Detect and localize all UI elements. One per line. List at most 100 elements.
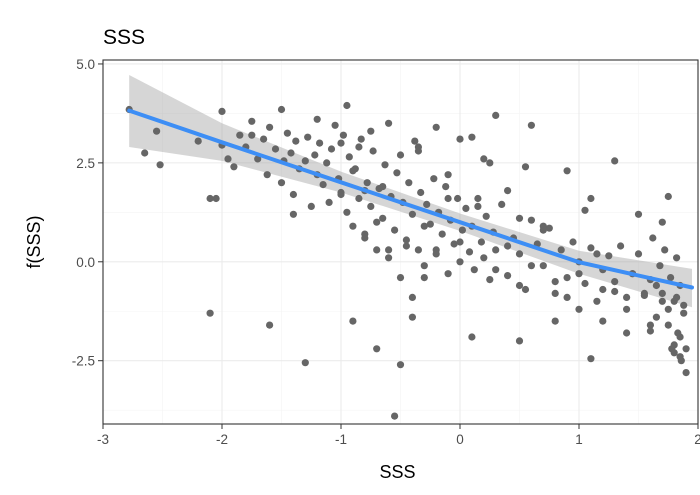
- data-point: [212, 194, 220, 203]
- data-point: [599, 285, 607, 294]
- data-point: [263, 171, 271, 179]
- data-point: [539, 226, 547, 234]
- data-point: [153, 127, 161, 135]
- data-point: [474, 202, 482, 210]
- data-point: [587, 194, 595, 203]
- data-point: [492, 111, 500, 119]
- data-point: [391, 412, 399, 420]
- data-point: [327, 145, 336, 153]
- data-point: [450, 240, 458, 248]
- data-point: [438, 230, 446, 238]
- x-tick-label: 2: [694, 432, 700, 447]
- data-point: [349, 222, 357, 230]
- data-point: [527, 262, 536, 270]
- data-point: [623, 329, 631, 337]
- data-point: [420, 274, 428, 282]
- data-point: [563, 293, 571, 301]
- data-point: [141, 149, 149, 157]
- data-point: [593, 297, 601, 305]
- data-point: [230, 163, 238, 171]
- data-point: [361, 230, 369, 238]
- data-point: [430, 175, 438, 183]
- data-point: [313, 115, 321, 123]
- data-point: [331, 121, 339, 129]
- data-point: [454, 194, 462, 203]
- data-point: [385, 119, 393, 127]
- data-point: [670, 341, 678, 349]
- data-point: [426, 220, 434, 228]
- data-point: [682, 369, 690, 377]
- data-point: [456, 258, 464, 266]
- data-point: [477, 238, 485, 246]
- data-point: [405, 179, 413, 187]
- data-point: [248, 117, 256, 125]
- y-tick-label: 5.0: [76, 57, 95, 72]
- data-point: [266, 321, 274, 329]
- data-point: [355, 194, 363, 203]
- data-point: [515, 281, 524, 290]
- data-point: [539, 262, 547, 270]
- x-axis-title: SSS: [379, 462, 415, 482]
- confidence-band: [129, 75, 692, 308]
- data-point: [646, 327, 655, 335]
- data-point: [504, 187, 512, 195]
- data-point: [545, 224, 553, 232]
- data-point: [254, 155, 262, 163]
- data-point: [414, 246, 422, 254]
- data-point: [266, 123, 274, 131]
- x-tick-label: -2: [216, 432, 228, 447]
- data-point: [658, 297, 666, 305]
- data-point: [652, 281, 661, 290]
- data-point: [381, 161, 389, 169]
- data-point: [664, 305, 672, 313]
- y-axis-title: f(SSS): [24, 215, 44, 268]
- confidence-band-layer: [129, 75, 692, 308]
- data-point: [563, 274, 571, 282]
- data-point: [417, 188, 425, 197]
- data-point: [521, 285, 530, 294]
- data-point: [236, 131, 244, 139]
- data-point: [599, 317, 607, 325]
- data-point: [369, 147, 377, 155]
- data-point: [355, 143, 363, 151]
- data-point: [664, 321, 672, 329]
- data-point: [363, 179, 371, 187]
- data-point: [492, 266, 500, 274]
- data-point: [575, 270, 583, 278]
- data-point: [676, 333, 684, 341]
- data-point: [551, 289, 559, 297]
- data-point: [260, 135, 268, 143]
- data-point: [420, 222, 428, 230]
- data-point: [593, 250, 601, 258]
- data-point: [611, 278, 619, 286]
- y-tick-label: -2.5: [72, 354, 95, 369]
- data-point: [673, 293, 681, 301]
- data-point: [611, 157, 619, 165]
- data-point: [634, 210, 643, 218]
- data-point: [649, 234, 657, 242]
- data-point: [337, 139, 345, 147]
- data-point: [432, 246, 440, 254]
- data-point: [343, 101, 351, 110]
- data-point: [465, 248, 474, 256]
- data-point: [569, 238, 577, 246]
- data-point: [316, 139, 324, 147]
- data-point: [289, 210, 297, 218]
- x-tick-label: 1: [575, 432, 583, 447]
- data-point: [379, 183, 387, 191]
- data-point: [474, 194, 482, 203]
- data-point: [682, 345, 690, 353]
- data-point: [605, 252, 613, 260]
- y-tick-label: 0.0: [76, 255, 95, 270]
- data-point: [498, 200, 506, 208]
- x-tick-label: -1: [335, 432, 347, 447]
- data-point: [248, 131, 256, 139]
- data-point: [396, 361, 405, 369]
- data-point: [581, 279, 589, 288]
- data-point: [411, 137, 419, 145]
- data-point: [349, 317, 357, 325]
- data-point: [423, 200, 431, 208]
- data-point: [408, 210, 416, 218]
- data-point: [393, 169, 401, 177]
